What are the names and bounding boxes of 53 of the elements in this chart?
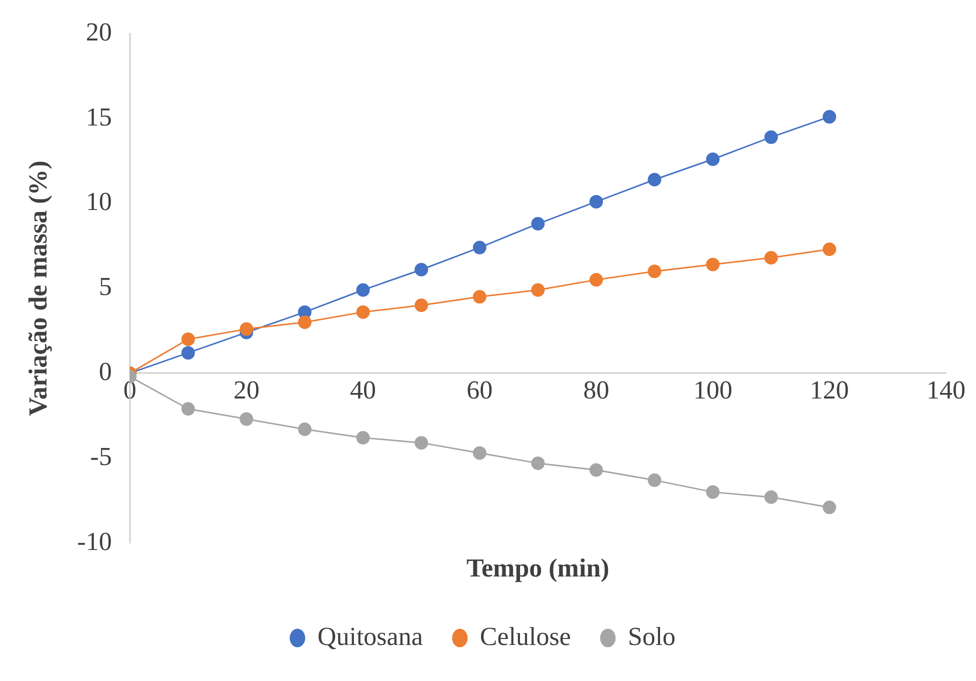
point	[589, 273, 603, 287]
point	[589, 463, 603, 477]
y-tick-label: 10	[86, 187, 112, 216]
y-axis-title: Variação de massa (%)	[23, 160, 52, 416]
x-tick-label: 40	[350, 376, 376, 405]
point	[648, 264, 662, 278]
y-tick-label: 20	[86, 17, 112, 46]
point	[414, 436, 428, 450]
legend-label: Quitosana	[317, 622, 424, 651]
point	[298, 316, 312, 330]
point	[822, 500, 836, 514]
x-tick-label: 60	[466, 376, 493, 405]
point	[181, 346, 195, 360]
legend-label: Solo	[628, 622, 676, 651]
x-tick-label: 80	[583, 376, 610, 405]
x-tick-label: 20	[233, 376, 260, 405]
point	[414, 262, 428, 276]
point	[648, 473, 662, 487]
point	[240, 412, 254, 426]
y-tick-label: 0	[98, 357, 112, 386]
point	[240, 322, 254, 336]
y-tick-label: 5	[98, 272, 112, 302]
x-tick-label: 140	[926, 376, 966, 405]
point	[764, 250, 778, 264]
point	[764, 130, 778, 144]
point	[472, 240, 486, 254]
point	[706, 485, 720, 499]
point	[589, 194, 603, 208]
point	[356, 305, 370, 319]
point	[531, 217, 545, 231]
x-axis-title: Tempo (min)	[466, 554, 610, 583]
x-tick-label: 100	[693, 376, 732, 405]
y-tick-label: 15	[86, 102, 112, 132]
point	[472, 446, 486, 460]
point	[298, 422, 312, 436]
point	[531, 283, 545, 297]
y-tick-label: -10	[77, 526, 112, 556]
point	[531, 456, 545, 470]
point	[472, 290, 486, 304]
point	[648, 172, 662, 186]
point	[356, 283, 370, 297]
legend-label: Celulose	[480, 622, 571, 651]
point	[822, 242, 836, 256]
point	[822, 110, 836, 124]
x-tick-label: 120	[810, 376, 849, 405]
point	[764, 490, 778, 504]
point	[181, 332, 195, 346]
point	[706, 152, 720, 166]
point	[356, 430, 370, 444]
point	[181, 402, 195, 416]
point	[706, 258, 720, 272]
y-tick-label: -5	[90, 442, 112, 471]
point	[414, 298, 428, 312]
